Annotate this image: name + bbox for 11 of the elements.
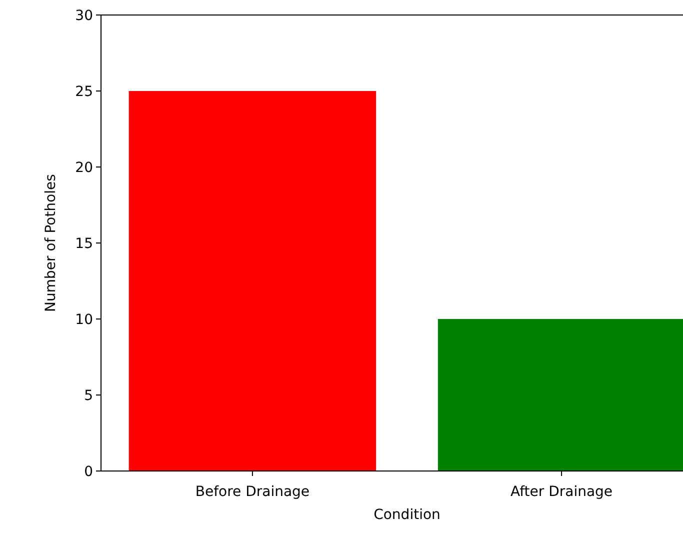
y-tick-label: 5 bbox=[84, 388, 93, 404]
x-tick-label: After Drainage bbox=[510, 484, 613, 500]
y-tick-label: 30 bbox=[75, 8, 93, 24]
y-tick-label: 10 bbox=[75, 312, 93, 328]
y-tick-label: 15 bbox=[75, 236, 93, 252]
x-axis-title: Condition bbox=[374, 507, 440, 523]
x-tick-label: Before Drainage bbox=[195, 484, 310, 500]
y-tick-label: 25 bbox=[75, 84, 93, 100]
y-tick-label: 0 bbox=[84, 464, 93, 480]
y-tick-label: 20 bbox=[75, 160, 93, 176]
y-axis-title: Number of Potholes bbox=[43, 174, 59, 312]
